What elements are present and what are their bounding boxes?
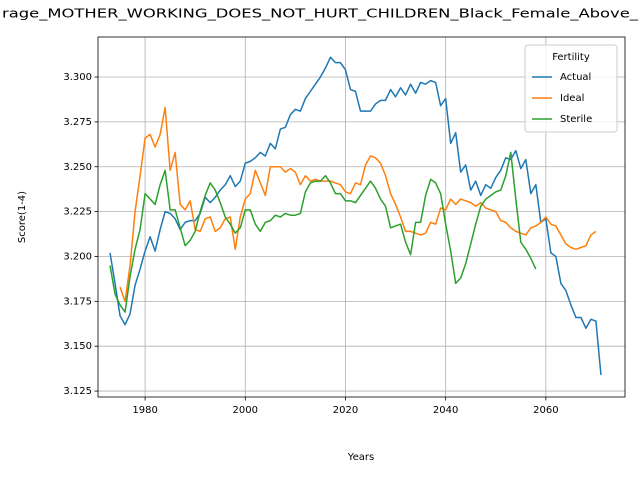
series-line — [119, 106, 597, 303]
y-tick-label: 3.150 — [63, 341, 92, 352]
legend-title: Fertility — [552, 52, 590, 63]
y-tick-label: 3.225 — [63, 207, 92, 218]
legend-label: Sterile — [560, 114, 592, 125]
y-tick-label: 3.275 — [63, 117, 92, 128]
chart-title: rage_MOTHER_WORKING_DOES_NOT_HURT_CHILDR… — [2, 7, 639, 21]
y-tick-label: 3.300 — [63, 72, 92, 83]
series-line — [109, 151, 537, 313]
x-tick-label: 1980 — [132, 405, 157, 416]
legend-box — [524, 44, 618, 133]
x-tick-label: 2040 — [433, 405, 458, 416]
series-line — [109, 56, 602, 375]
x-tick-label: 2060 — [533, 405, 558, 416]
legend-label: Ideal — [560, 93, 584, 104]
y-tick-label: 3.200 — [63, 251, 92, 262]
x-tick-label: 2000 — [233, 405, 258, 416]
y-axis-label: Score(1-4) — [17, 191, 28, 243]
x-tick-label: 2020 — [333, 405, 358, 416]
legend: Fertility Actual Ideal Sterile — [524, 44, 618, 133]
y-tick-label: 3.250 — [63, 162, 92, 173]
plot-frame — [97, 36, 626, 398]
legend-label: Actual — [560, 72, 591, 83]
x-axis-label: Years — [347, 452, 374, 463]
y-tick-label: 3.125 — [63, 386, 92, 397]
y-tick-label: 3.175 — [63, 296, 92, 307]
